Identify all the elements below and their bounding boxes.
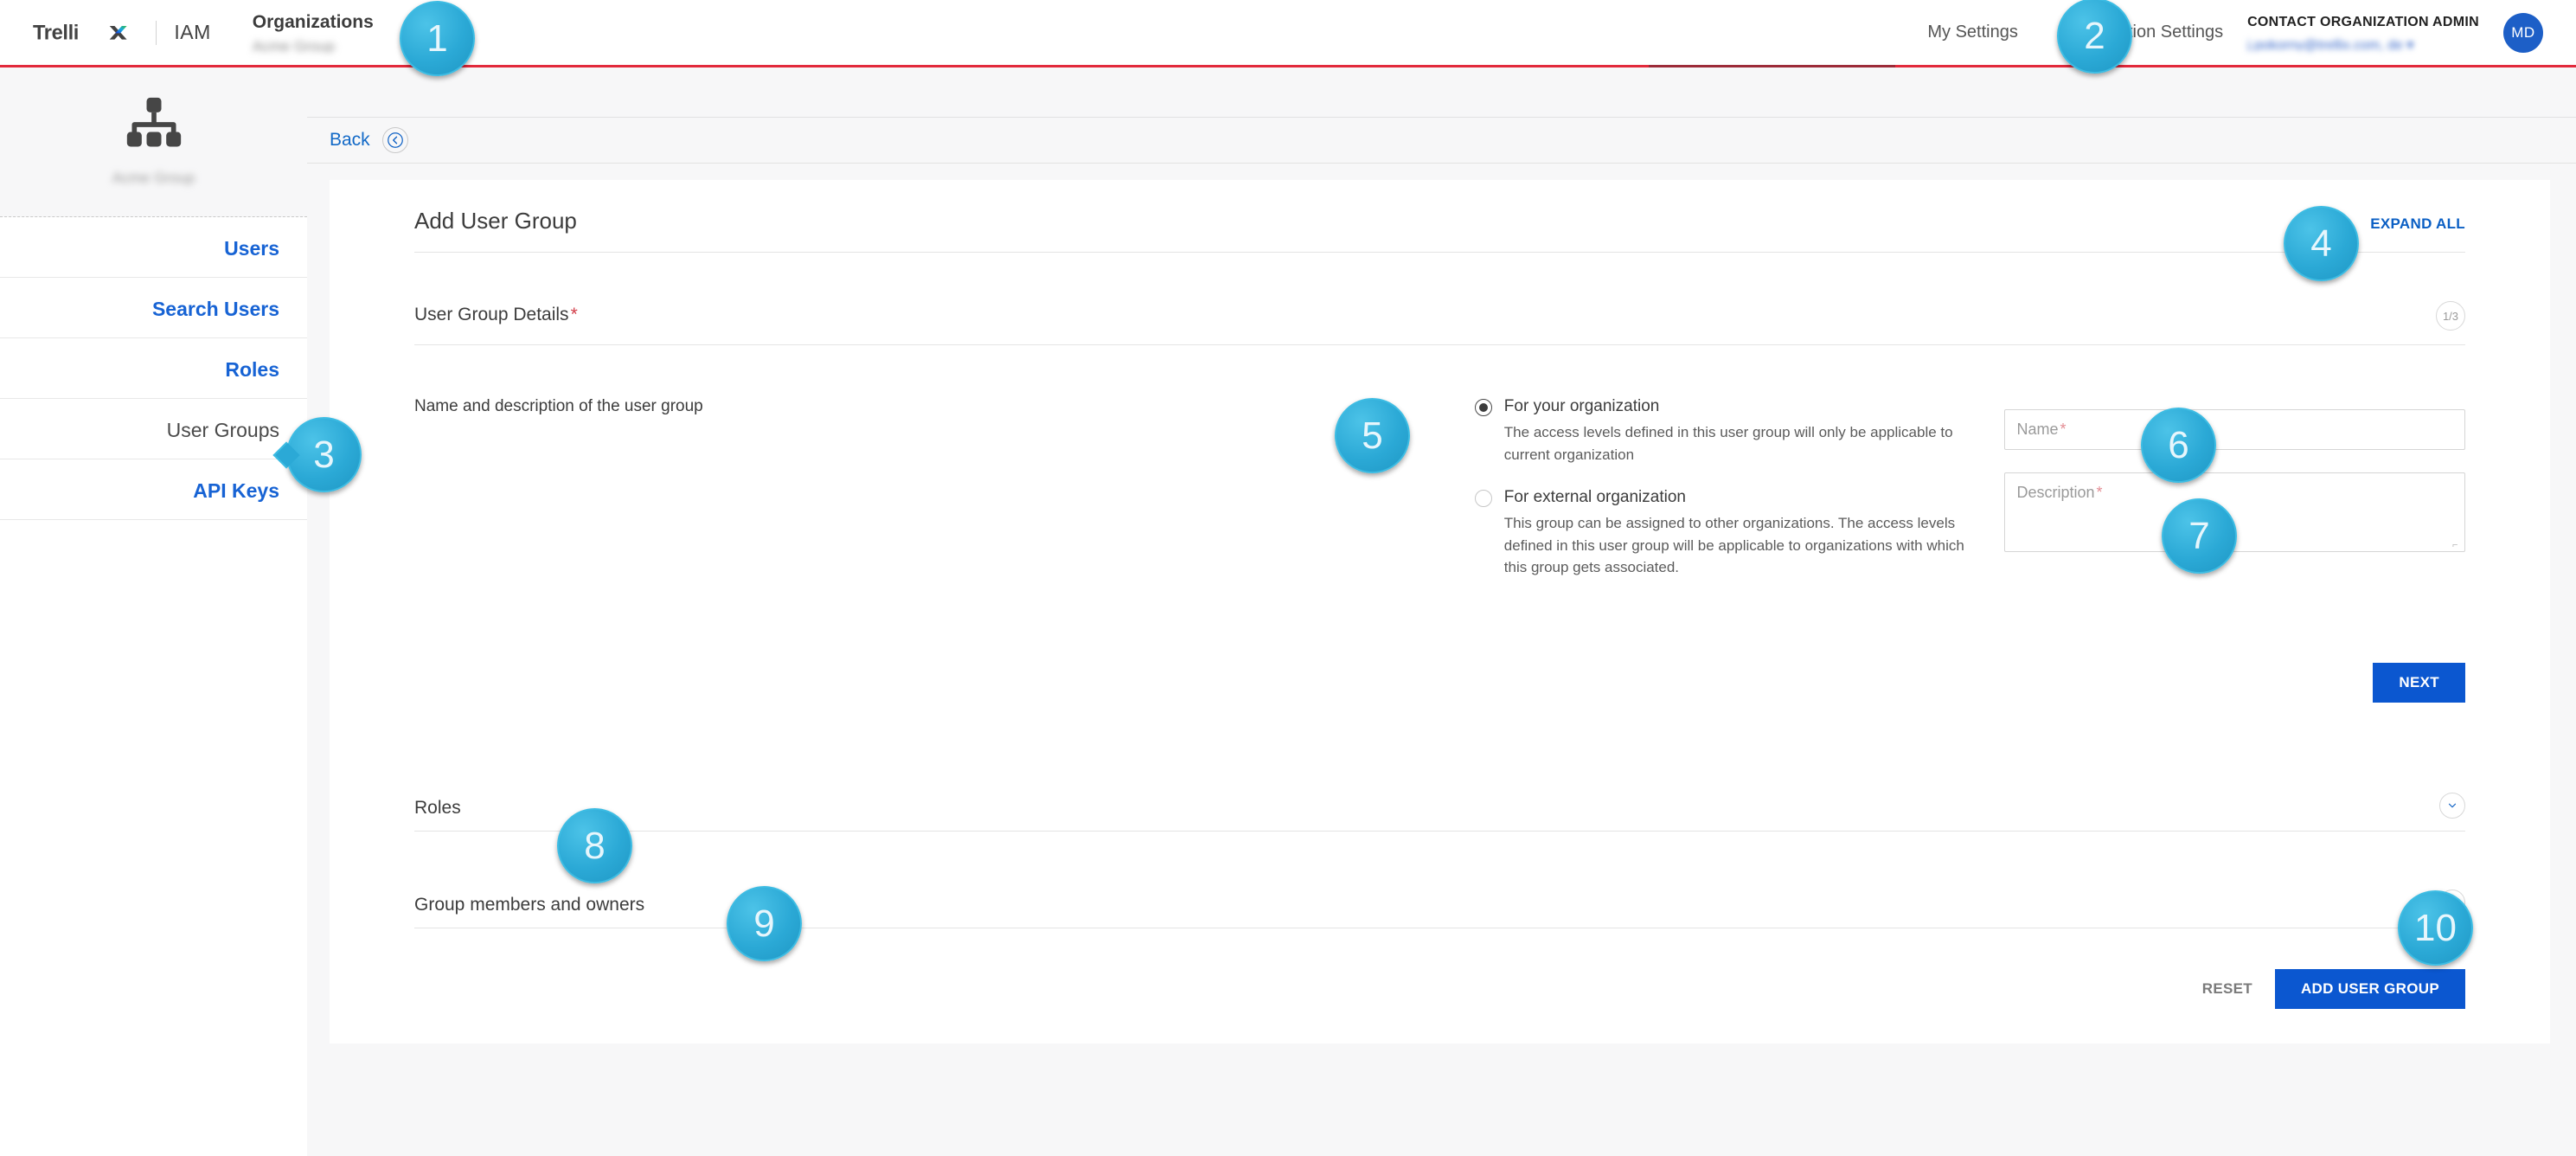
svg-text:Trelli: Trelli [33,22,79,43]
